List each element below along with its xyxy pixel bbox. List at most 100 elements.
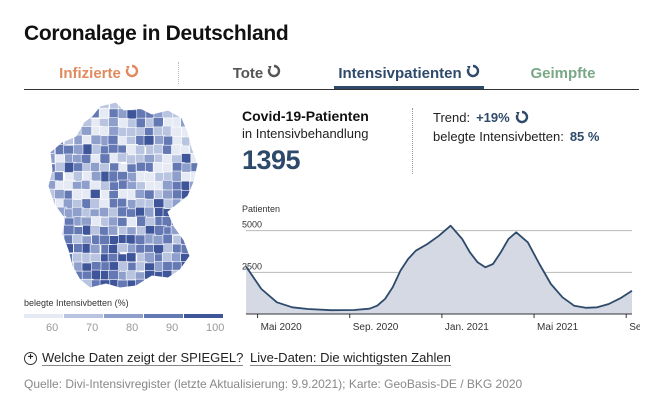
map-region — [207, 289, 217, 295]
map-region — [197, 161, 198, 173]
map-region — [107, 225, 119, 236]
chart-y-tick: 2500 — [242, 261, 262, 271]
map-region — [216, 199, 218, 210]
map-region — [217, 110, 218, 120]
map-region — [200, 154, 211, 166]
map-region — [48, 233, 50, 247]
map-region — [37, 145, 46, 157]
map-region — [209, 181, 218, 192]
map-legend-title: belegte Intensivbetten (%) — [24, 298, 129, 308]
map-region — [54, 279, 65, 288]
map-region — [48, 251, 58, 263]
map-region — [28, 263, 38, 273]
map-region — [90, 290, 101, 295]
map-region — [198, 244, 209, 255]
map-region — [83, 289, 93, 295]
map-region — [145, 102, 157, 110]
stat-subtitle: in Intensivbehandlung — [242, 126, 369, 141]
trend-value: +19% — [476, 110, 510, 125]
map-region — [199, 217, 210, 226]
map-region — [199, 117, 210, 128]
source-note: Quelle: Divi-Intensivregister (letzte Ak… — [24, 377, 523, 391]
tab-infizierte[interactable]: Infizierte — [24, 62, 174, 84]
map-region — [162, 189, 173, 200]
trend-row: Trend: +19% — [433, 110, 529, 127]
legend-tick: 70 — [86, 322, 99, 334]
map-region — [188, 102, 198, 111]
map-region — [162, 153, 173, 164]
chart-x-tick-label: Jan. 2021 — [445, 322, 489, 333]
map-region — [48, 262, 58, 275]
map-region — [28, 135, 38, 145]
map-region — [153, 198, 165, 210]
map-region — [71, 108, 83, 119]
map-region — [171, 207, 183, 217]
map-region — [189, 190, 198, 201]
map-region — [190, 243, 198, 255]
beds-row: belegte Intensivbetten: 85 % — [433, 129, 599, 144]
map-region — [28, 290, 37, 295]
map-region — [180, 207, 194, 221]
map-region — [48, 189, 49, 200]
map-region — [190, 127, 198, 138]
map-region — [65, 290, 76, 295]
map-region — [207, 171, 217, 180]
map-region — [216, 272, 218, 282]
map-region — [72, 252, 83, 263]
map-region — [145, 288, 155, 295]
map-region — [37, 154, 47, 166]
map-region — [143, 251, 155, 264]
map-region — [136, 215, 148, 227]
map-region — [98, 207, 111, 218]
map-region — [208, 153, 217, 165]
map-region — [126, 208, 137, 219]
legend-tick: 90 — [166, 322, 179, 334]
map-region — [217, 163, 218, 174]
map-region — [172, 243, 183, 255]
map-region — [199, 272, 210, 283]
map-region — [153, 143, 164, 155]
map-region — [216, 226, 218, 236]
patient-count: 1395 — [242, 145, 301, 175]
live-data-link[interactable]: Live-Daten: Die wichtigsten Zahlen — [250, 350, 451, 366]
map-region — [209, 146, 218, 157]
chart-x-tick-label: Se — [629, 322, 640, 333]
tab-intensivpatienten[interactable]: Intensivpatienten — [334, 62, 484, 84]
legend-tick: 80 — [126, 322, 139, 334]
map-region — [108, 289, 117, 295]
map-region — [208, 226, 218, 236]
map-region — [73, 243, 84, 253]
germany-map[interactable] — [28, 100, 218, 295]
map-region — [216, 244, 218, 256]
map-region — [162, 233, 173, 245]
tab-tote[interactable]: Tote — [182, 62, 332, 84]
map-region — [54, 289, 64, 295]
map-region — [163, 279, 174, 288]
map-region — [48, 102, 57, 111]
tab-geimpfte[interactable]: Geimpfte — [488, 62, 638, 84]
map-region — [98, 107, 110, 119]
map-region — [48, 127, 58, 140]
legend-swatch — [64, 314, 103, 318]
map-region — [62, 279, 74, 288]
map-region — [28, 191, 37, 201]
tabs-divider-line — [24, 89, 639, 90]
map-region — [217, 153, 218, 164]
map-region — [126, 252, 137, 263]
patients-area-chart[interactable]: Patienten 5000 2500 Mai 2020 Sep. 2020 Jan.… — [240, 200, 640, 340]
map-region — [199, 288, 210, 295]
map-region — [154, 288, 163, 295]
germany-choropleth — [28, 101, 218, 295]
map-region — [55, 251, 69, 264]
map-region — [171, 279, 184, 288]
data-info-link-text: Welche Daten zeigt der SPIEGEL? — [42, 350, 244, 366]
map-region — [54, 261, 67, 273]
map-region — [28, 226, 38, 238]
map-region — [190, 279, 198, 288]
map-region — [48, 234, 56, 245]
data-info-link[interactable]: + Welche Daten zeigt der SPIEGEL? — [24, 350, 244, 366]
map-region — [181, 289, 193, 295]
map-region — [199, 254, 210, 264]
chart-series-line — [245, 224, 633, 312]
map-region — [217, 118, 218, 129]
